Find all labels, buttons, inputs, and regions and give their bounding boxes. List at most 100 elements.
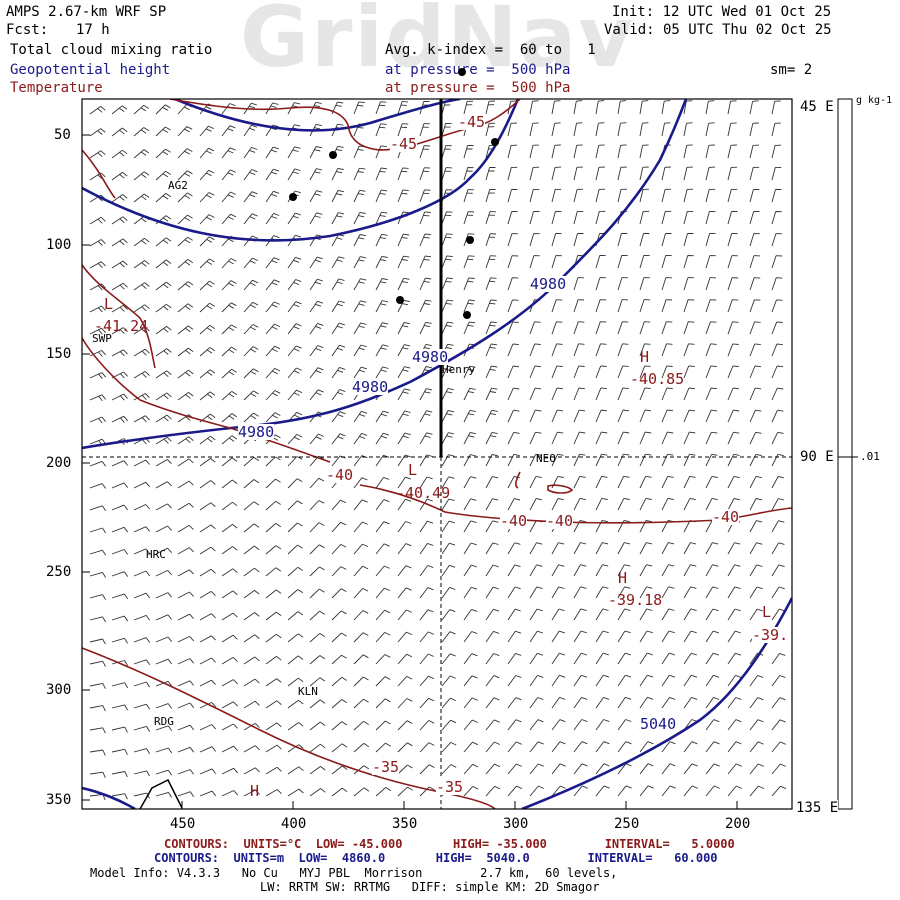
wind-barb bbox=[705, 630, 719, 643]
wind-barb bbox=[529, 498, 542, 511]
wind-barb bbox=[375, 167, 388, 181]
wind-barb bbox=[265, 345, 281, 357]
station-label-hrc: HRC bbox=[146, 548, 166, 561]
wind-barb bbox=[221, 324, 237, 335]
wind-barb bbox=[705, 277, 717, 291]
wind-barb bbox=[441, 299, 454, 313]
low-marker: L bbox=[408, 461, 418, 479]
wind-barb bbox=[573, 674, 588, 687]
wind-barb bbox=[177, 126, 193, 137]
wind-barb bbox=[727, 652, 742, 665]
wind-barb bbox=[661, 674, 676, 687]
wind-barb bbox=[89, 106, 106, 115]
wind-barb bbox=[419, 233, 431, 247]
wind-barb bbox=[397, 388, 411, 401]
wind-barb bbox=[221, 524, 238, 533]
wind-barb bbox=[89, 616, 106, 623]
wind-barb bbox=[419, 720, 435, 731]
height-label: 4980 bbox=[412, 348, 449, 366]
wind-barb bbox=[89, 749, 106, 756]
wind-barb bbox=[639, 630, 653, 643]
wind-barb bbox=[309, 477, 325, 489]
wind-barb bbox=[243, 767, 260, 775]
wind-barb bbox=[375, 432, 390, 445]
wind-barb bbox=[397, 454, 411, 467]
wind-barb bbox=[639, 233, 650, 247]
x-axis-ticks bbox=[181, 801, 738, 809]
wind-barb bbox=[463, 321, 476, 335]
x-tick-350: 350 bbox=[392, 816, 418, 832]
wind-barb bbox=[133, 725, 150, 732]
wind-barb bbox=[243, 590, 260, 599]
wind-barb bbox=[529, 431, 542, 445]
wind-barb bbox=[639, 255, 650, 269]
wind-barb bbox=[617, 608, 631, 621]
wind-barb bbox=[155, 259, 172, 269]
wind-barb bbox=[221, 125, 236, 137]
wind-barb bbox=[309, 610, 325, 621]
wind-barb bbox=[309, 522, 325, 533]
wind-barb bbox=[683, 255, 694, 269]
wind-barb bbox=[661, 321, 673, 335]
valid-time: Valid: 05 UTC Thu 02 Oct 25 bbox=[604, 22, 832, 38]
wind-barb bbox=[397, 476, 412, 489]
wind-barb bbox=[155, 303, 172, 313]
wind-barb bbox=[265, 257, 280, 269]
wind-barb bbox=[705, 475, 718, 489]
wind-barb bbox=[595, 210, 606, 225]
wind-barb bbox=[441, 410, 455, 423]
wind-barb bbox=[507, 387, 520, 401]
low-marker: L bbox=[762, 603, 772, 621]
wind-barb bbox=[155, 614, 173, 621]
wind-barb bbox=[397, 521, 412, 533]
wind-barb bbox=[529, 542, 543, 555]
wind-barb bbox=[265, 789, 282, 797]
wind-barb bbox=[309, 433, 324, 445]
wind-barb bbox=[155, 547, 173, 555]
wind-barb bbox=[375, 189, 388, 203]
plot-frame bbox=[81, 98, 793, 810]
wind-barb bbox=[199, 635, 216, 643]
wind-barb bbox=[89, 349, 107, 357]
wind-barb bbox=[595, 255, 606, 269]
wind-barb bbox=[199, 258, 215, 269]
wind-barb bbox=[331, 322, 345, 335]
wind-barb bbox=[573, 122, 583, 137]
colorbar bbox=[837, 98, 858, 810]
wind-barb bbox=[463, 653, 478, 665]
temp-label: -40 bbox=[546, 512, 574, 530]
wind-barb bbox=[749, 453, 762, 467]
wind-barb bbox=[177, 547, 194, 555]
wind-barb bbox=[551, 763, 566, 775]
wind-barb bbox=[617, 719, 632, 731]
wind-barb bbox=[287, 766, 304, 775]
wind-barb bbox=[617, 586, 631, 599]
wind-barb bbox=[463, 189, 474, 203]
wind-barb bbox=[639, 387, 651, 401]
wind-barb bbox=[551, 343, 563, 357]
wind-barb bbox=[309, 278, 324, 291]
wind-barb bbox=[705, 696, 720, 709]
wind-barb bbox=[397, 344, 411, 357]
wind-barb bbox=[771, 697, 786, 709]
wind-barb bbox=[441, 675, 456, 687]
height-pressure-level: at pressure = 500 hPa bbox=[385, 62, 571, 78]
wind-barb bbox=[89, 705, 106, 712]
wind-barb bbox=[727, 431, 740, 445]
wind-barb bbox=[683, 431, 696, 445]
wind-barb bbox=[111, 216, 128, 225]
wind-barb bbox=[221, 191, 236, 203]
wind-barb bbox=[287, 500, 303, 511]
wind-barb bbox=[683, 630, 697, 643]
wind-barb bbox=[419, 653, 434, 665]
wind-barb bbox=[331, 411, 346, 423]
wind-barb bbox=[551, 188, 562, 203]
wind-barb bbox=[573, 564, 587, 577]
wind-barb bbox=[265, 190, 280, 203]
k-index-average: Avg. k-index = 60 to 1 bbox=[385, 42, 596, 58]
wind-barb bbox=[89, 771, 106, 778]
wind-barb bbox=[111, 526, 129, 533]
wind-barb bbox=[221, 258, 237, 269]
wind-barb bbox=[133, 149, 150, 159]
wind-barb bbox=[419, 388, 433, 401]
